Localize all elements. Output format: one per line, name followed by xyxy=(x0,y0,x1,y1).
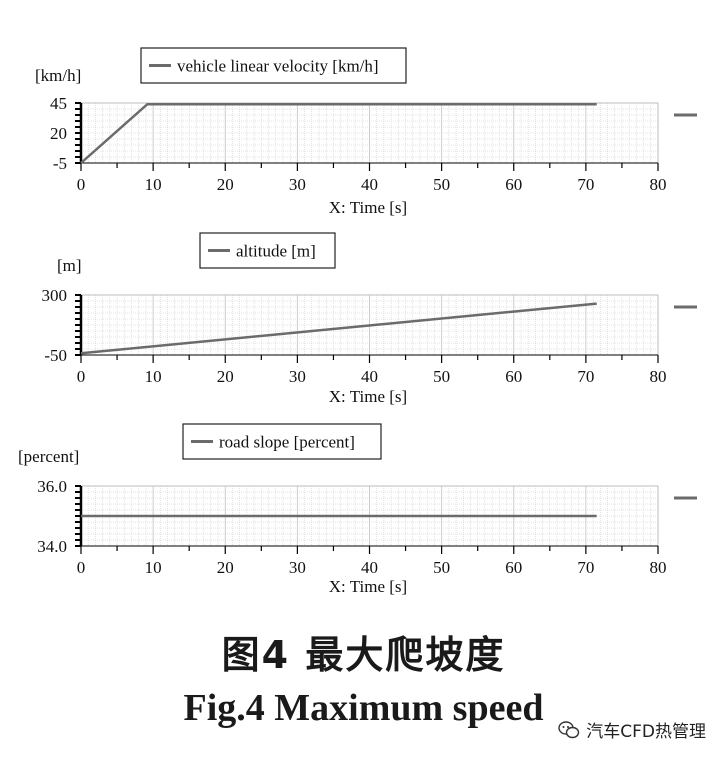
x-tick-label: 10 xyxy=(145,367,162,386)
x-tick-label: 70 xyxy=(577,367,594,386)
x-tick-label: 20 xyxy=(217,367,234,386)
caption-chinese: 图4 最大爬坡度 xyxy=(221,633,506,677)
x-tick-label: 80 xyxy=(650,367,667,386)
series-line xyxy=(80,102,597,164)
y-tick-label: 300 xyxy=(42,286,68,305)
x-tick-label: 20 xyxy=(217,558,234,577)
wechat-icon xyxy=(558,720,580,738)
y-axis-label: [percent] xyxy=(18,447,79,466)
legend-box xyxy=(182,423,382,460)
x-tick-label: 20 xyxy=(217,175,234,194)
x-tick-label: 40 xyxy=(361,367,378,386)
legend-box xyxy=(140,47,407,84)
chart-panel-1: 45 20 -5 0 10 20 30 40 50 60 70 80 [km/h] X: Time [s]… xyxy=(35,47,697,217)
y-axis-label: [km/h] xyxy=(35,66,81,85)
x-tick-label: 80 xyxy=(650,558,667,577)
caption-english: Fig.4 Maximum speed xyxy=(183,687,544,729)
legend-label: vehicle linear velocity [km/h] xyxy=(177,57,379,76)
chart-panel-3: 36.0 34.0 0 10 20 30 40 50 60 70 80 [percent] X: Tim… xyxy=(18,423,697,596)
y-tick-label: -50 xyxy=(44,346,67,365)
y-tick-label: 20 xyxy=(50,124,67,143)
chart-panel-2: 300 -50 0 10 20 30 40 50 60 70 80 [m] X: Time [s] alt… xyxy=(42,232,697,406)
x-tick-label: 10 xyxy=(145,175,162,194)
x-axis-label: X: Time [s] xyxy=(329,387,407,406)
legend-label: road slope [percent] xyxy=(219,433,355,452)
x-tick-label: 10 xyxy=(145,558,162,577)
y-tick-label: 34.0 xyxy=(37,537,67,556)
x-tick-label: 0 xyxy=(77,175,86,194)
legend-label: altitude [m] xyxy=(236,242,316,261)
x-tick-label: 60 xyxy=(505,558,522,577)
x-tick-label: 60 xyxy=(505,175,522,194)
y-axis-label: [m] xyxy=(57,256,82,275)
x-tick-label: 70 xyxy=(577,175,594,194)
x-tick-label: 30 xyxy=(289,175,306,194)
x-axis-label: X: Time [s] xyxy=(329,577,407,596)
x-tick-label: 0 xyxy=(77,558,86,577)
x-tick-label: 40 xyxy=(361,175,378,194)
x-tick-label: 50 xyxy=(433,175,450,194)
y-tick-label: -5 xyxy=(53,154,67,173)
legend-box xyxy=(199,232,336,269)
x-tick-label: 60 xyxy=(505,367,522,386)
x-tick-label: 70 xyxy=(577,558,594,577)
x-tick-label: 30 xyxy=(289,367,306,386)
x-tick-label: 30 xyxy=(289,558,306,577)
x-axis-label: X: Time [s] xyxy=(329,198,407,217)
watermark-text: 汽车CFD热管理 xyxy=(586,722,706,742)
watermark: 汽车CFD热管理 xyxy=(555,716,709,743)
series-line xyxy=(80,302,597,355)
y-tick-label: 36.0 xyxy=(37,477,67,496)
x-tick-label: 80 xyxy=(650,175,667,194)
x-tick-label: 40 xyxy=(361,558,378,577)
y-tick-label: 45 xyxy=(50,94,67,113)
x-tick-label: 50 xyxy=(433,367,450,386)
x-tick-label: 0 xyxy=(77,367,86,386)
x-tick-label: 50 xyxy=(433,558,450,577)
